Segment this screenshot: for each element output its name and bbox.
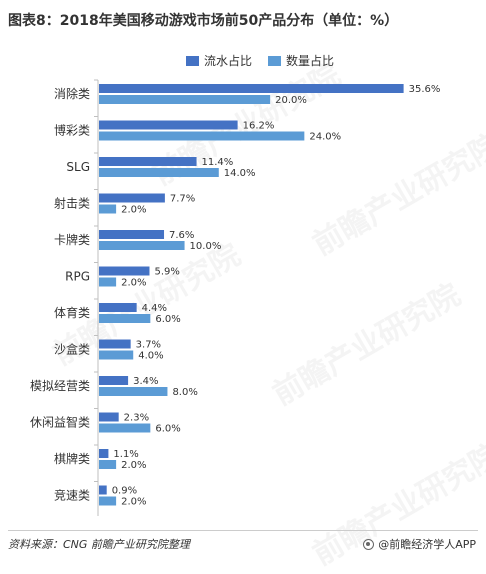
- brand-logo-icon: [363, 538, 375, 550]
- data-label-series-1: 5.9%: [154, 267, 179, 278]
- category-label: 消除类: [54, 86, 90, 101]
- category-label: 沙盒类: [54, 342, 90, 357]
- legend-swatch-series-1: [186, 55, 199, 66]
- footer-divider: [8, 530, 478, 531]
- data-label-series-1: 35.6%: [409, 84, 441, 95]
- brand-credit: @前瞻经济学人APP: [363, 536, 476, 552]
- data-label-series-1: 16.2%: [243, 121, 275, 132]
- data-label-series-1: 7.6%: [169, 230, 194, 241]
- bar-series-1: [99, 412, 119, 422]
- bar-series-2: [99, 95, 271, 104]
- data-label-series-1: 3.7%: [136, 340, 161, 351]
- bar-series-2: [99, 241, 185, 250]
- bar-series-2: [99, 168, 219, 177]
- category-label: 模拟经营类: [30, 379, 90, 393]
- category-label: 射击类: [54, 196, 90, 211]
- category-label: 竞速类: [54, 489, 90, 503]
- legend-item-series-2: 数量占比: [268, 52, 334, 69]
- bar-series-2: [99, 350, 134, 360]
- data-label-series-1: 7.7%: [170, 194, 195, 205]
- bar-series-2: [99, 387, 168, 396]
- data-label-series-2: 10.0%: [190, 241, 222, 252]
- data-label-series-1: 3.4%: [133, 376, 158, 387]
- legend-label-series-1: 流水占比: [204, 54, 253, 68]
- bar-series-1: [99, 157, 197, 166]
- category-label: SLG: [66, 160, 90, 174]
- bar-series-1: [99, 376, 129, 385]
- data-label-series-2: 6.0%: [155, 424, 180, 435]
- bar-series-1: [99, 485, 107, 495]
- data-label-series-2: 2.0%: [121, 460, 146, 471]
- data-label-series-1: 11.4%: [202, 157, 234, 168]
- bar-series-2: [99, 204, 117, 214]
- chart-title: 图表8：2018年美国移动游戏市场前50产品分布（单位：%）: [8, 13, 399, 29]
- data-label-series-1: 1.1%: [113, 449, 138, 460]
- bar-series-2: [99, 460, 117, 469]
- category-label: 体育类: [54, 305, 90, 320]
- source-note: 资料来源：CNG 前瞻产业研究院整理: [8, 538, 190, 551]
- legend-label-series-2: 数量占比: [286, 54, 335, 68]
- data-label-series-1: 4.4%: [142, 303, 167, 314]
- data-label-series-2: 20.0%: [275, 95, 307, 106]
- bar-series-1: [99, 449, 109, 458]
- legend-item-series-1: 流水占比: [186, 52, 252, 69]
- chart-page: 图表8：2018年美国移动游戏市场前50产品分布（单位：%） 流水占比 数量占比…: [0, 13, 486, 573]
- legend-swatch-series-2: [268, 55, 281, 66]
- category-label: 休闲益智类: [30, 415, 90, 430]
- data-label-series-2: 6.0%: [155, 314, 180, 325]
- bar-series-2: [99, 314, 151, 323]
- data-label-series-2: 2.0%: [121, 497, 146, 508]
- category-label: 博彩类: [54, 123, 90, 138]
- bar-series-1: [99, 266, 150, 276]
- data-label-series-2: 14.0%: [224, 168, 256, 179]
- bar-series-1: [99, 230, 165, 239]
- bar-series-1: [99, 303, 137, 312]
- data-label-series-1: 0.9%: [112, 486, 137, 497]
- data-label-series-2: 24.0%: [309, 132, 341, 143]
- bar-series-1: [99, 120, 238, 130]
- category-label: 卡牌类: [54, 233, 90, 247]
- bar-series-2: [99, 496, 117, 506]
- bar-series-1: [99, 339, 131, 349]
- bar-series-2: [99, 131, 305, 141]
- data-label-series-1: 2.3%: [124, 413, 149, 424]
- bar-series-2: [99, 423, 151, 433]
- data-label-series-2: 2.0%: [121, 278, 146, 289]
- chart-legend: 流水占比 数量占比: [0, 52, 486, 70]
- data-label-series-2: 2.0%: [121, 205, 146, 216]
- brand-credit-text: @前瞻经济学人APP: [378, 538, 476, 551]
- bar-series-2: [99, 277, 117, 287]
- category-label: 棋牌类: [54, 452, 90, 466]
- bar-series-1: [99, 84, 404, 93]
- bar-series-1: [99, 193, 165, 203]
- data-label-series-2: 8.0%: [172, 387, 197, 398]
- data-label-series-2: 4.0%: [138, 351, 163, 362]
- bar-chart: 消除类 35.6% 20.0% 博彩类 16.2% 24.0% SLG 11.4%14.0% 射…: [30, 79, 441, 516]
- category-label: RPG: [65, 270, 90, 284]
